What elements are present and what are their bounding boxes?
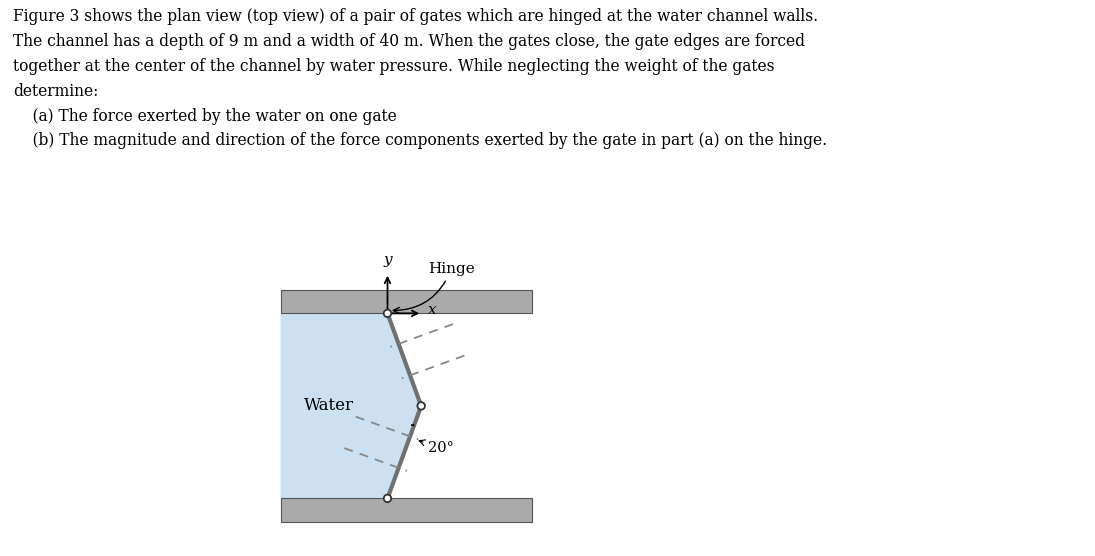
Text: 20°: 20°	[419, 440, 454, 455]
Text: y: y	[383, 253, 392, 267]
Circle shape	[383, 495, 391, 502]
Text: Figure 3 shows the plan view (top view) of a pair of gates which are hinged at t: Figure 3 shows the plan view (top view) …	[13, 8, 827, 150]
Circle shape	[383, 310, 391, 317]
Circle shape	[417, 402, 425, 410]
Text: Water: Water	[303, 398, 354, 414]
Polygon shape	[280, 314, 422, 498]
Text: x: x	[428, 304, 437, 317]
Bar	[280, 290, 532, 314]
Bar	[280, 498, 532, 522]
Text: Hinge: Hinge	[393, 262, 475, 314]
